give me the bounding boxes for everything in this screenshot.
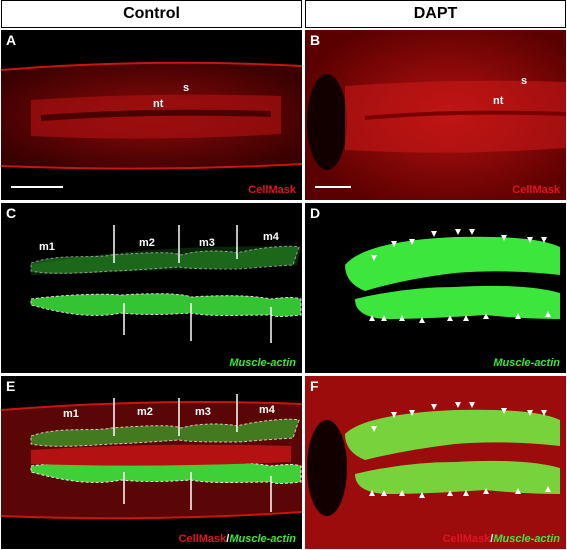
panel-a-image xyxy=(1,61,302,170)
segment-m2-label: m2 xyxy=(137,406,153,418)
arrowheads xyxy=(369,229,551,323)
stain-separator: / xyxy=(490,533,494,545)
panel-e-letter: E xyxy=(6,378,16,394)
segment-m2-label: m2 xyxy=(139,237,155,249)
panel-b-letter: B xyxy=(310,32,321,48)
dapt-header: DAPT xyxy=(305,0,566,28)
muscle-actin-label: Muscle-actin xyxy=(229,533,296,545)
segment-m3-label: m3 xyxy=(195,406,211,418)
panel-a: A s nt CellMask xyxy=(1,30,302,200)
panel-d: D Muscle-actin xyxy=(305,203,566,373)
panel-f-image xyxy=(305,376,566,549)
somite-label: s xyxy=(521,75,528,87)
cellmask-label: CellMask xyxy=(442,533,491,545)
neural-tube-label: nt xyxy=(493,95,504,107)
segment-m4-label: m4 xyxy=(259,404,275,416)
panel-d-image xyxy=(345,229,560,323)
somite-label: s xyxy=(183,82,190,94)
segment-m1-label: m1 xyxy=(39,241,55,253)
panel-b-stain: CellMask xyxy=(512,184,560,196)
arrowheads xyxy=(369,402,551,498)
scale-bar xyxy=(11,186,63,188)
panel-f: F CellMask/Muscle-actin xyxy=(305,376,566,549)
neural-tube-label: nt xyxy=(153,98,164,110)
panel-e-stain: CellMask/Muscle-actin xyxy=(179,533,296,545)
panel-f-letter: F xyxy=(310,378,319,394)
segment-m4-label: m4 xyxy=(263,231,279,243)
panel-a-letter: A xyxy=(6,32,17,48)
panel-c-letter: C xyxy=(6,205,17,221)
panel-c-stain: Muscle-actin xyxy=(229,357,296,369)
panel-f-stain: CellMask/Muscle-actin xyxy=(443,533,560,545)
panel-e-image xyxy=(1,394,302,520)
muscle-actin-label: Muscle-actin xyxy=(493,533,560,545)
panel-e: E m1 m2 m3 m4 CellMask/Muscle-actin xyxy=(1,376,302,549)
segment-m3-label: m3 xyxy=(199,237,215,249)
segment-m1-label: m1 xyxy=(63,408,79,420)
panel-d-stain: Muscle-actin xyxy=(493,357,560,369)
panel-b: B s nt CellMask xyxy=(305,30,566,200)
stain-separator: / xyxy=(226,533,230,545)
cellmask-label: CellMask xyxy=(178,533,227,545)
panel-b-image xyxy=(305,30,566,200)
panel-c-image xyxy=(30,225,302,343)
scale-bar xyxy=(315,186,351,188)
panel-a-stain: CellMask xyxy=(248,184,296,196)
panel-c: C m1 m2 m3 m4 Muscle-actin xyxy=(1,203,302,373)
panel-d-letter: D xyxy=(310,205,321,221)
control-header: Control xyxy=(1,0,302,28)
